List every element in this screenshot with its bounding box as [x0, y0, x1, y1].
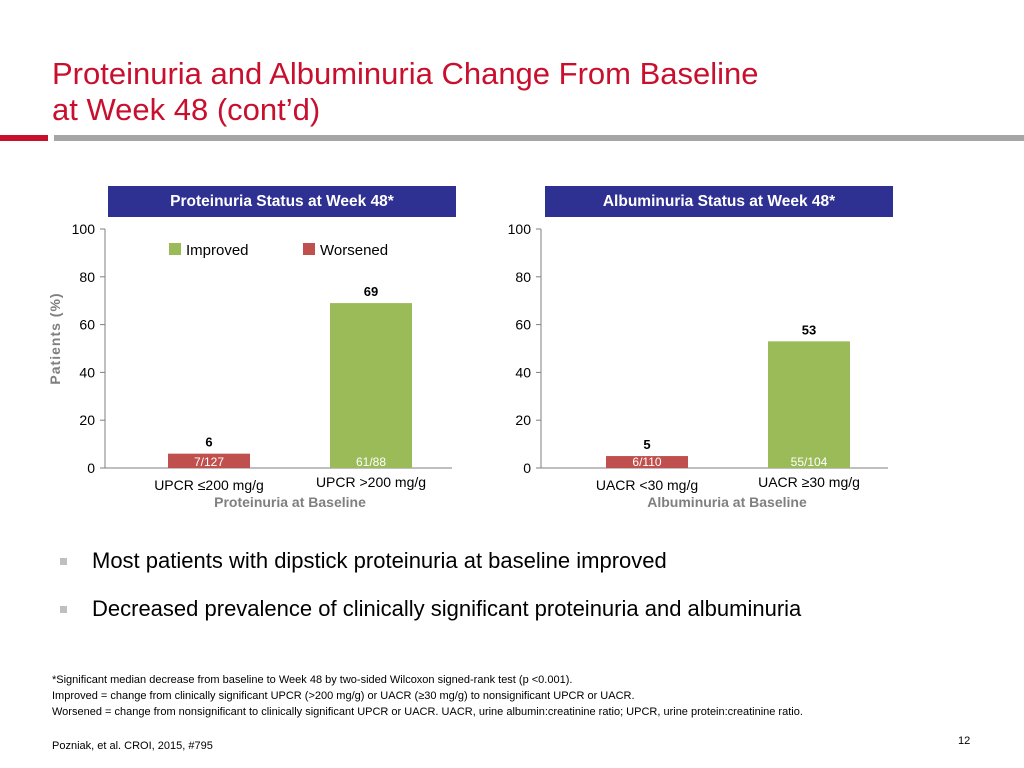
bullet-marker-icon: [60, 558, 67, 565]
proteinuria-count-label: 7/127: [194, 455, 224, 469]
proteinuria-y-tick-label: 80: [79, 269, 95, 285]
bullet-list: Most patients with dipstick proteinuria …: [60, 548, 980, 644]
proteinuria-legend-label: Worsened: [320, 242, 388, 259]
albuminuria-y-tick-label: 0: [523, 460, 531, 476]
albuminuria-y-tick-label: 40: [515, 364, 531, 380]
proteinuria-y-tick-label: 20: [79, 412, 95, 428]
albuminuria-bar-worsened: [606, 456, 688, 468]
page-number: 12: [958, 735, 971, 747]
bullet-marker-icon: [60, 606, 67, 613]
slide-title-line-1: Proteinuria and Albuminuria Change From …: [52, 56, 759, 91]
albuminuria-category-label: UACR <30 mg/g: [596, 477, 698, 493]
proteinuria-y-tick-label: 60: [79, 317, 95, 333]
albuminuria-category-label: UACR ≥30 mg/g: [758, 474, 860, 490]
proteinuria-y-axis-label: Patients (%): [47, 292, 63, 384]
slide-title: Proteinuria and Albuminuria Change From …: [52, 56, 952, 128]
bullet-text: Decreased prevalence of clinically signi…: [92, 596, 802, 621]
proteinuria-bar-worsened: [168, 453, 250, 468]
footnote-improved: Improved = change from clinically signif…: [52, 690, 635, 702]
albuminuria-y-tick-label: 80: [515, 269, 531, 285]
proteinuria-y-tick-label: 0: [87, 460, 95, 476]
proteinuria-y-tick-label: 40: [79, 364, 95, 380]
albuminuria-y-tick-label: 100: [508, 221, 532, 237]
footnotes: *Significant median decrease from baseli…: [52, 672, 1002, 720]
albuminuria-count-label: 6/110: [632, 455, 661, 469]
proteinuria-legend-label: Improved: [186, 242, 249, 259]
bullet-item: Most patients with dipstick proteinuria …: [60, 548, 980, 574]
albuminuria-y-tick-label: 20: [515, 412, 531, 428]
slide-title-line-2: at Week 48 (cont’d): [52, 92, 321, 127]
proteinuria-bar-improved: [330, 303, 412, 468]
footnote-significance: *Significant median decrease from baseli…: [52, 674, 573, 686]
albuminuria-data-label: 53: [802, 322, 816, 337]
proteinuria-data-label: 6: [205, 435, 212, 450]
title-rule: [54, 135, 1024, 141]
albuminuria-count-label: 55/104: [791, 455, 828, 469]
albuminuria-bar-improved: [768, 341, 850, 468]
albuminuria-y-tick-label: 60: [515, 317, 531, 333]
albuminuria-x-axis-label: Albuminuria at Baseline: [647, 494, 807, 510]
proteinuria-category-label: UPCR >200 mg/g: [316, 474, 426, 490]
proteinuria-category-label: UPCR ≤200 mg/g: [154, 477, 264, 493]
proteinuria-count-label: 61/88: [356, 455, 386, 469]
proteinuria-chart-header: Proteinuria Status at Week 48*: [108, 186, 456, 217]
title-rule-accent: [0, 135, 48, 141]
bullet-text: Most patients with dipstick proteinuria …: [92, 548, 667, 573]
footnote-worsened: Worsened = change from nonsignificant to…: [52, 706, 803, 718]
proteinuria-legend-swatch-improved: [169, 243, 181, 255]
proteinuria-x-axis-label: Proteinuria at Baseline: [214, 494, 366, 510]
albuminuria-chart-header: Albuminuria Status at Week 48*: [545, 186, 893, 217]
albuminuria-data-label: 5: [643, 437, 650, 452]
proteinuria-y-tick-label: 100: [72, 221, 96, 237]
proteinuria-data-label: 69: [364, 284, 378, 299]
proteinuria-legend-swatch-worsened: [303, 243, 315, 255]
citation: Pozniak, et al. CROI, 2015, #795: [52, 740, 213, 752]
bullet-item: Decreased prevalence of clinically signi…: [60, 596, 980, 622]
